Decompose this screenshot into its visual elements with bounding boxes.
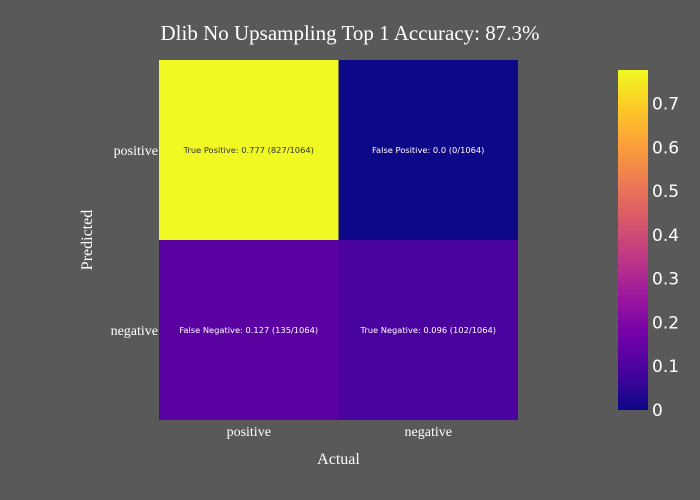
heatmap-cells: True Positive: 0.777 (827/1064) False Pos… <box>159 60 518 420</box>
y-tick-label: negative <box>111 324 158 339</box>
heatmap-cell <box>159 240 339 420</box>
heatmap-cell <box>338 240 518 420</box>
y-axis-label: Predicted <box>79 210 96 270</box>
colorbar-tick-label: 0 <box>652 401 663 421</box>
colorbar <box>618 70 648 410</box>
x-tick-label: negative <box>405 425 452 440</box>
cell-annotation: True Positive: 0.777 (827/1064) <box>183 145 314 155</box>
colorbar-tick-label: 0.3 <box>652 270 679 290</box>
colorbar-tick-label: 0.7 <box>652 95 679 115</box>
chart-title: Dlib No Upsampling Top 1 Accuracy: 87.3% <box>160 21 539 45</box>
y-tick-label: positive <box>114 144 158 159</box>
colorbar-tick-label: 0.1 <box>652 357 679 377</box>
y-tick-labels: positive negative <box>111 144 158 339</box>
heatmap-cell <box>338 60 518 240</box>
colorbar-tick-labels: 0 0.1 0.2 0.3 0.4 0.5 0.6 0.7 <box>652 95 679 421</box>
colorbar-tick-label: 0.6 <box>652 138 679 158</box>
heatmap-cell <box>159 60 339 240</box>
colorbar-tick-label: 0.5 <box>652 182 679 202</box>
cell-annotation: True Negative: 0.096 (102/1064) <box>359 325 496 335</box>
colorbar-tick-label: 0.4 <box>652 226 679 246</box>
colorbar-tick-label: 0.2 <box>652 313 679 333</box>
x-tick-labels: positive negative <box>227 425 452 440</box>
cell-annotation: False Negative: 0.127 (135/1064) <box>179 325 318 335</box>
x-axis-label: Actual <box>317 451 360 468</box>
x-tick-label: positive <box>227 425 271 440</box>
cell-annotation: False Positive: 0.0 (0/1064) <box>372 145 484 155</box>
